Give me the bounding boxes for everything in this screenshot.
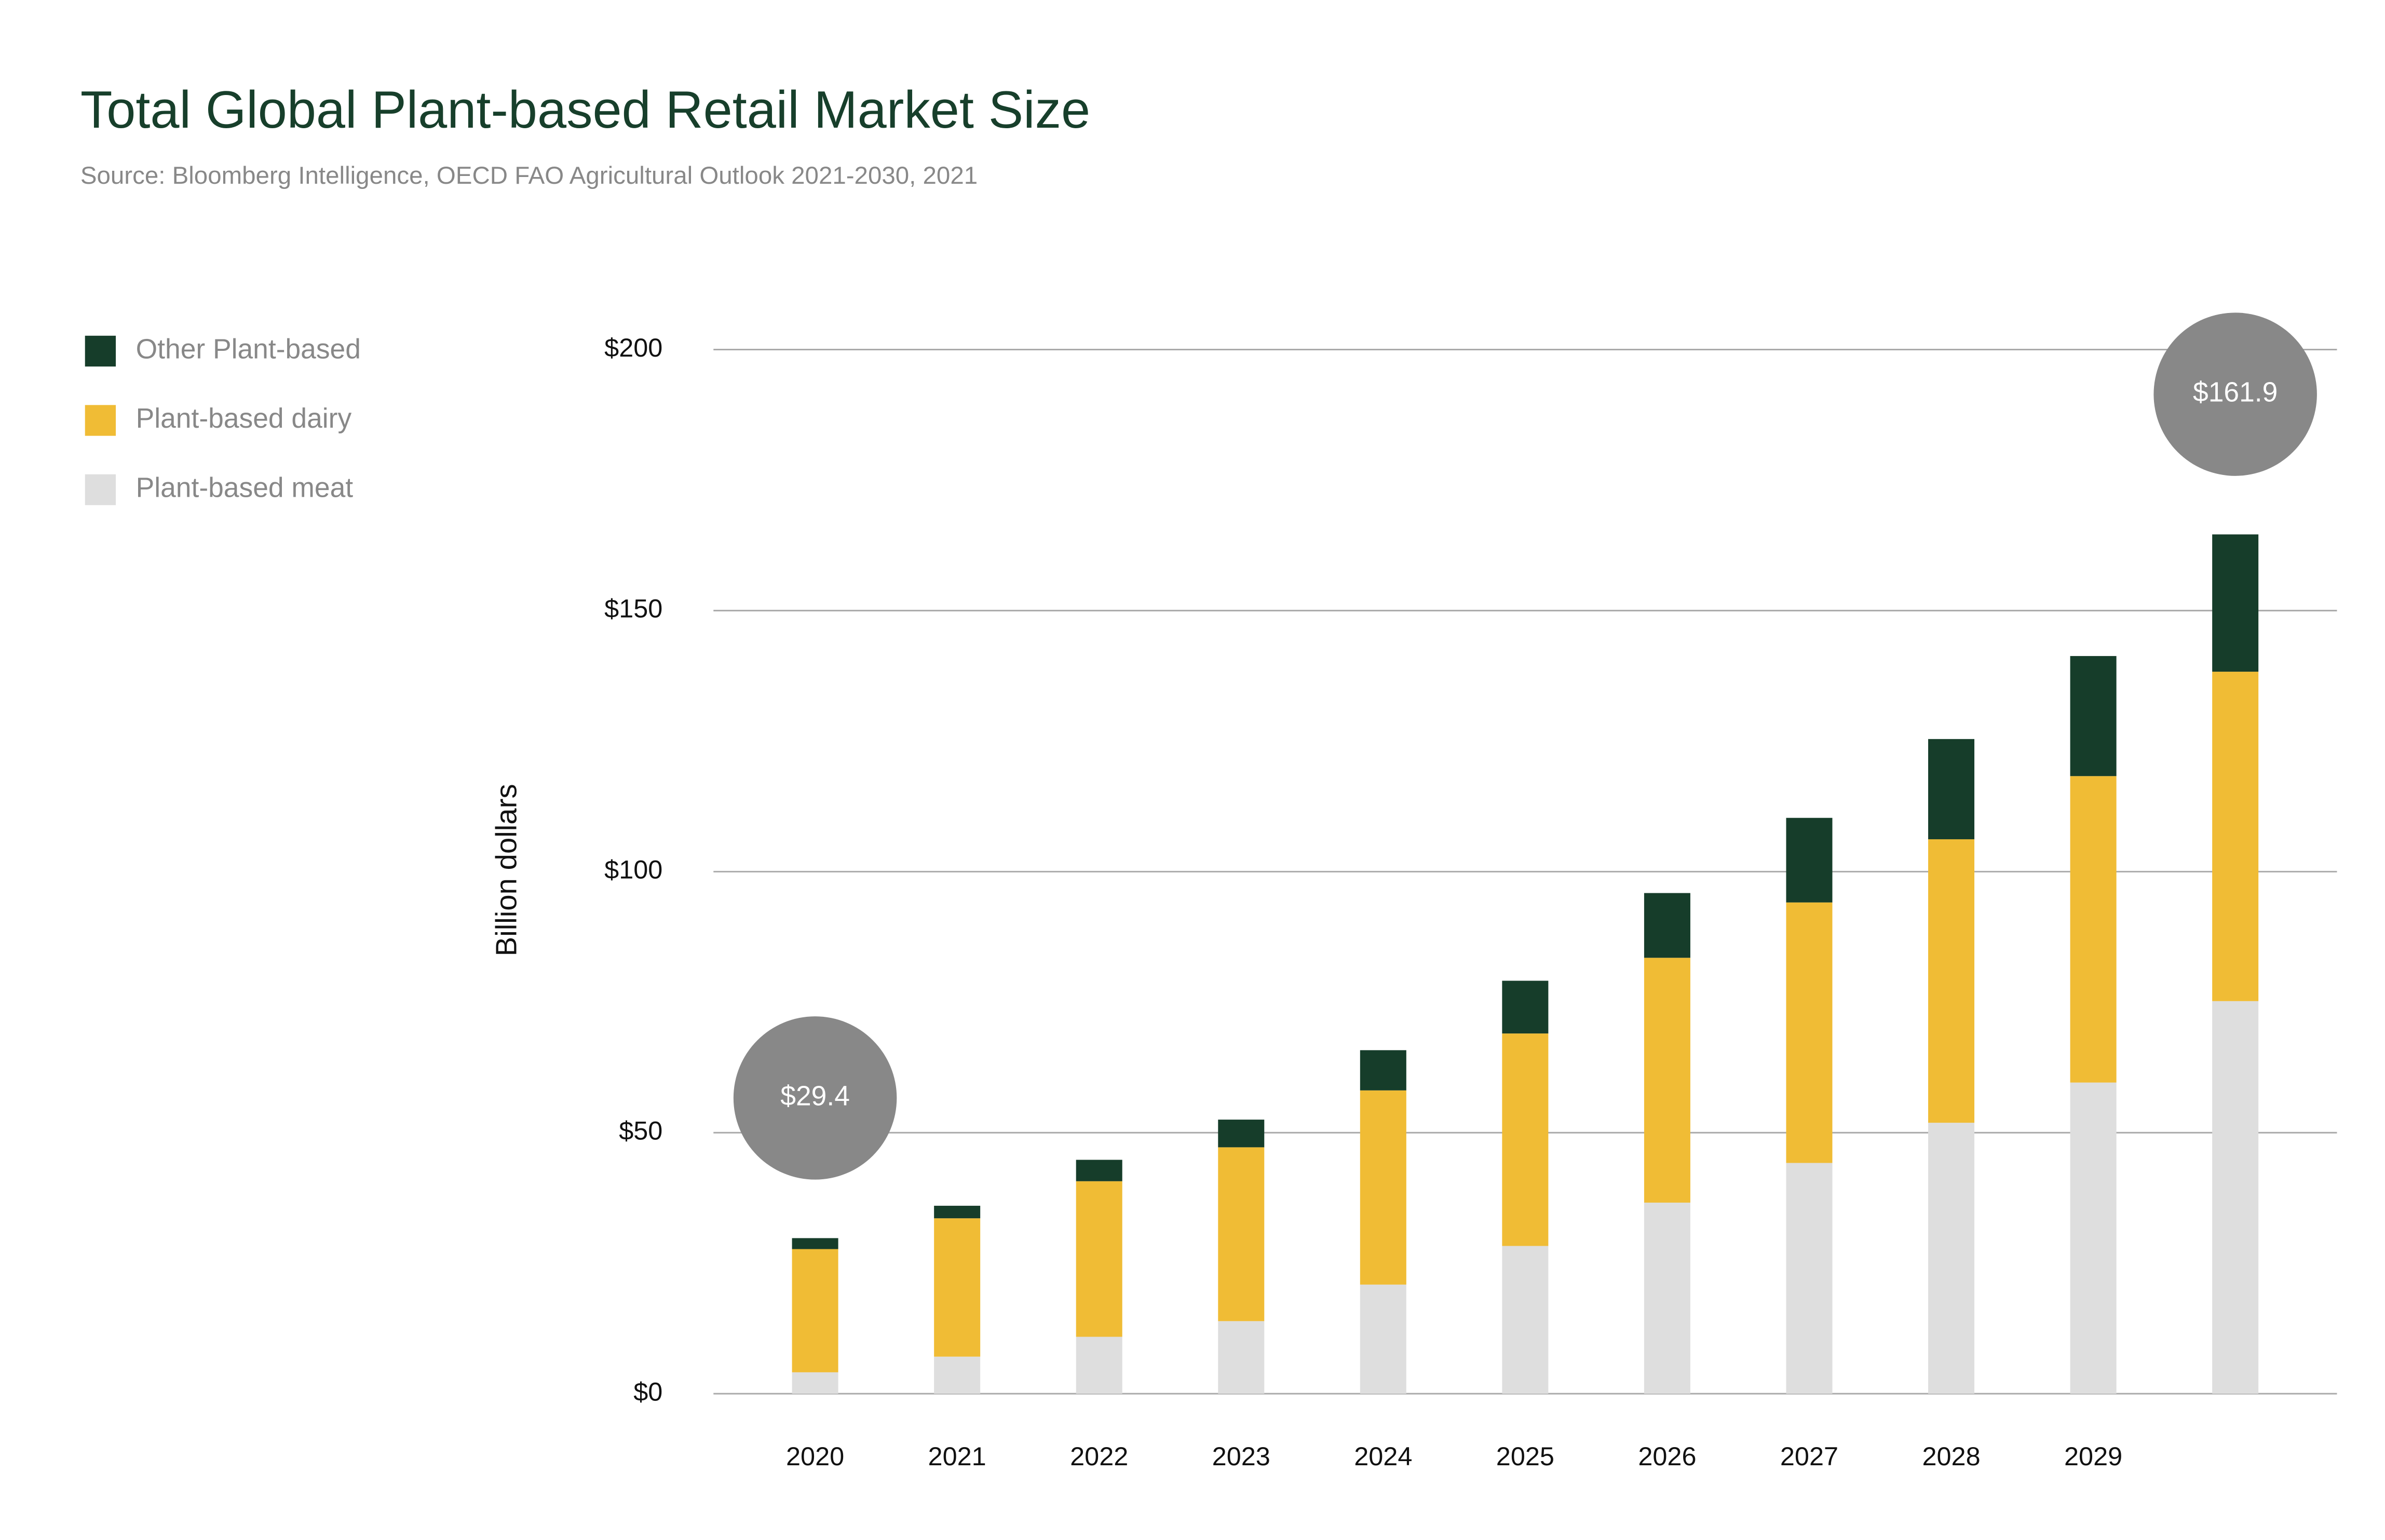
- x-tick-label: 2022: [1070, 1441, 1128, 1471]
- y-tick-label: $50: [619, 1116, 662, 1146]
- bar-segment: [1786, 1163, 1833, 1394]
- bar-segment: [1928, 1123, 1975, 1394]
- bar-segment: [2070, 656, 2117, 776]
- bar-segment: [1786, 817, 1833, 903]
- x-tick-label: 2029: [2064, 1441, 2122, 1471]
- bar-segment: [1644, 1203, 1690, 1394]
- bar-segment: [2212, 672, 2259, 1001]
- x-tick-label: 2024: [1354, 1441, 1412, 1471]
- bar-segment: [934, 1218, 981, 1357]
- bar-segment: [792, 1372, 838, 1394]
- bar-segment: [1218, 1321, 1265, 1394]
- legend-swatch: [85, 405, 116, 436]
- chart-title: Total Global Plant-based Retail Market S…: [80, 81, 1090, 139]
- y-tick-label: $150: [604, 594, 662, 623]
- x-tick-label: 2025: [1496, 1441, 1554, 1471]
- bar-segment: [1076, 1337, 1122, 1394]
- y-tick-label: $100: [604, 855, 662, 884]
- bar-segment: [2212, 1001, 2259, 1394]
- bar-segment: [1502, 980, 1549, 1034]
- bar-segment: [2212, 534, 2259, 672]
- y-axis-label: Billion dollars: [490, 784, 523, 956]
- x-tick-label: 2027: [1780, 1441, 1838, 1471]
- annotation-label: $161.9: [2193, 377, 2278, 408]
- legend-swatch: [85, 474, 116, 506]
- bar-segment: [1360, 1050, 1406, 1091]
- bar-segment: [1076, 1181, 1122, 1337]
- annotation-bubble: [733, 1016, 897, 1180]
- legend-label: Other Plant-based: [136, 334, 361, 365]
- bar-segment: [1360, 1284, 1406, 1394]
- legend-swatch: [85, 335, 116, 367]
- bar-segment: [1218, 1147, 1265, 1321]
- chart-subtitle: Source: Bloomberg Intelligence, OECD FAO…: [80, 162, 978, 189]
- x-tick-label: 2028: [1922, 1441, 1980, 1471]
- bar-segment: [2070, 776, 2117, 1083]
- bar-segment: [792, 1238, 838, 1249]
- x-tick-label: 2020: [786, 1441, 844, 1471]
- x-tick-label: 2023: [1212, 1441, 1270, 1471]
- bar-segment: [1644, 958, 1690, 1203]
- bar-segment: [1502, 1246, 1549, 1394]
- legend-label: Plant-based dairy: [136, 403, 352, 434]
- x-tick-label: 2021: [928, 1441, 986, 1471]
- bar-segment: [1786, 902, 1833, 1163]
- bar-segment: [1928, 839, 1975, 1123]
- annotation-bubble: [2153, 312, 2317, 476]
- x-tick-label: 2026: [1638, 1441, 1696, 1471]
- bar-segment: [1928, 739, 1975, 839]
- y-tick-label: $200: [604, 333, 662, 362]
- bar-segment: [2070, 1082, 2117, 1394]
- y-tick-label: $0: [633, 1377, 662, 1406]
- bar-segment: [934, 1206, 981, 1219]
- bar-segment: [1644, 893, 1690, 958]
- bar-segment: [934, 1356, 981, 1394]
- bar-segment: [1218, 1120, 1265, 1148]
- bar-segment: [792, 1249, 838, 1372]
- bar-segment: [1502, 1033, 1549, 1246]
- legend-label: Plant-based meat: [136, 473, 354, 503]
- bar-segment: [1360, 1090, 1406, 1285]
- bar-segment: [1076, 1160, 1122, 1181]
- annotation-label: $29.4: [780, 1081, 850, 1112]
